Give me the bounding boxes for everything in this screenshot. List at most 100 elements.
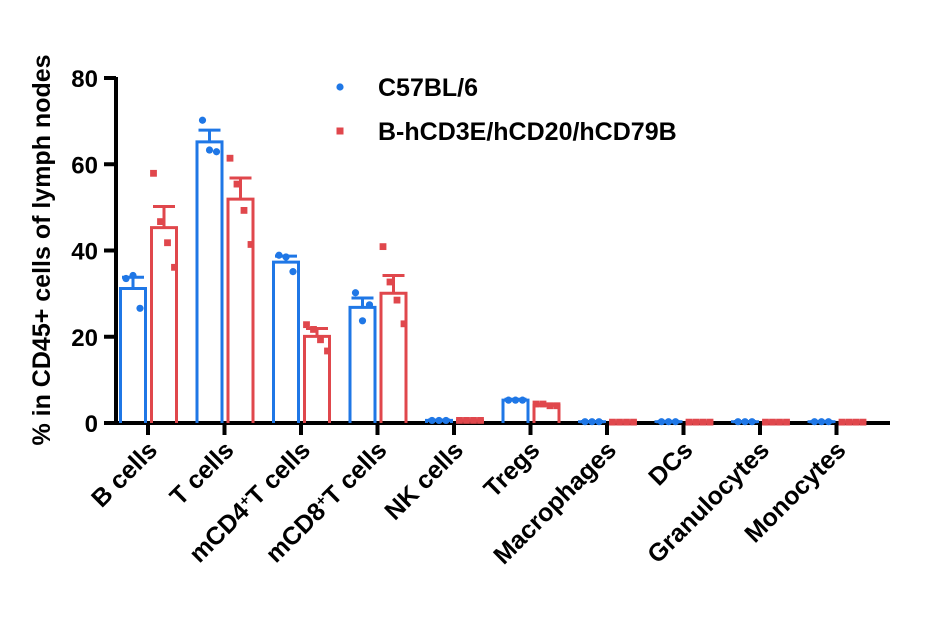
data-point: [428, 416, 436, 425]
y-tick-label: 80: [71, 66, 98, 93]
data-point: [463, 417, 470, 424]
legend: C57BL/6 B-hCD3E/hCD20/hCD79B: [336, 74, 677, 146]
x-tick-label-main: DCs: [643, 436, 698, 491]
data-point: [616, 418, 623, 426]
data-point: [734, 418, 742, 426]
x-tick-label-suffix: T cells: [241, 436, 316, 511]
data-point: [351, 289, 360, 297]
data-point: [671, 418, 680, 426]
data-point: [226, 154, 234, 162]
data-point: [845, 418, 853, 426]
data-point: [240, 206, 248, 214]
data-point: [157, 218, 164, 226]
x-tick-label-text: DCs: [643, 436, 698, 491]
data-point: [400, 320, 408, 328]
data-point: [435, 416, 443, 425]
x-tick-label: Tregs: [478, 436, 545, 503]
data-point: [852, 418, 860, 426]
x-tick-label-text: T cells: [165, 436, 240, 511]
data-point: [532, 400, 540, 408]
x-tick-label-main: Tregs: [478, 436, 545, 503]
data-point: [365, 301, 374, 309]
data-point: [150, 169, 157, 177]
data-point: [317, 336, 324, 344]
data-point: [205, 146, 214, 154]
data-point: [212, 148, 221, 156]
data-point: [692, 418, 700, 426]
bars: [119, 116, 867, 426]
data-point: [470, 417, 477, 424]
data-point: [762, 418, 769, 426]
data-point: [817, 418, 826, 426]
axes: 0 20 40 60 80: [71, 66, 890, 438]
x-tick-label-main: B cells: [86, 436, 163, 513]
data-point: [706, 418, 714, 426]
data-point: [859, 418, 867, 426]
data-point: [511, 396, 520, 404]
y-tick-label: 20: [71, 325, 98, 352]
data-point: [581, 418, 589, 426]
data-point: [136, 304, 144, 312]
data-point: [198, 116, 207, 124]
legend-label: C57BL/6: [378, 74, 478, 102]
data-point: [699, 418, 707, 426]
data-point: [233, 180, 241, 188]
data-point: [393, 296, 401, 304]
legend-marker: [336, 83, 344, 91]
data-point: [539, 400, 547, 408]
data-point: [741, 418, 749, 426]
x-tick-label-text: Tregs: [478, 436, 545, 503]
y-tick-label: 0: [85, 411, 98, 438]
legend-label: B-hCD3E/hCD20/hCD79B: [378, 118, 677, 146]
data-point: [553, 402, 561, 410]
y-tick-label: 40: [71, 239, 98, 266]
data-point: [838, 418, 846, 426]
data-point: [609, 418, 616, 426]
data-point: [546, 402, 554, 410]
data-point: [386, 278, 394, 286]
bar: [226, 197, 255, 423]
data-point: [247, 241, 255, 248]
x-tick-label-suffix: T cells: [318, 436, 393, 511]
bar: [303, 334, 331, 423]
data-point: [595, 418, 603, 426]
x-tick-label: NK cells: [379, 436, 469, 526]
data-point: [504, 396, 513, 404]
data-point: [588, 418, 596, 426]
data-point: [303, 321, 310, 329]
x-tick-label-text: NK cells: [379, 436, 469, 526]
data-point: [171, 263, 178, 271]
x-tick-label-main: NK cells: [379, 436, 469, 526]
data-point: [324, 347, 331, 355]
x-tick-label-main: T cells: [165, 436, 240, 511]
bar: [348, 305, 377, 423]
y-tick-label: 60: [71, 152, 98, 179]
data-point: [685, 418, 693, 426]
data-point: [310, 326, 317, 333]
data-point: [122, 274, 130, 283]
data-point: [456, 417, 463, 424]
x-tick-label: B cells: [86, 436, 163, 513]
legend-marker: [336, 127, 344, 135]
data-point: [623, 418, 630, 426]
data-point: [657, 418, 666, 426]
data-point: [358, 317, 367, 325]
data-point: [442, 416, 450, 425]
data-point: [664, 418, 673, 426]
y-axis-title: % in CD45+ cells of lymph nodes: [28, 54, 56, 445]
bar: [379, 291, 408, 423]
x-tick-label: T cells: [165, 436, 240, 511]
data-point: [129, 271, 137, 280]
x-tick-label: DCs: [643, 436, 698, 491]
data-point: [379, 243, 387, 251]
data-point: [282, 253, 290, 261]
data-point: [810, 418, 819, 426]
data-point: [769, 418, 776, 426]
bar: [272, 260, 300, 423]
data-point: [477, 417, 484, 424]
data-point: [748, 418, 756, 426]
data-point: [783, 418, 790, 426]
